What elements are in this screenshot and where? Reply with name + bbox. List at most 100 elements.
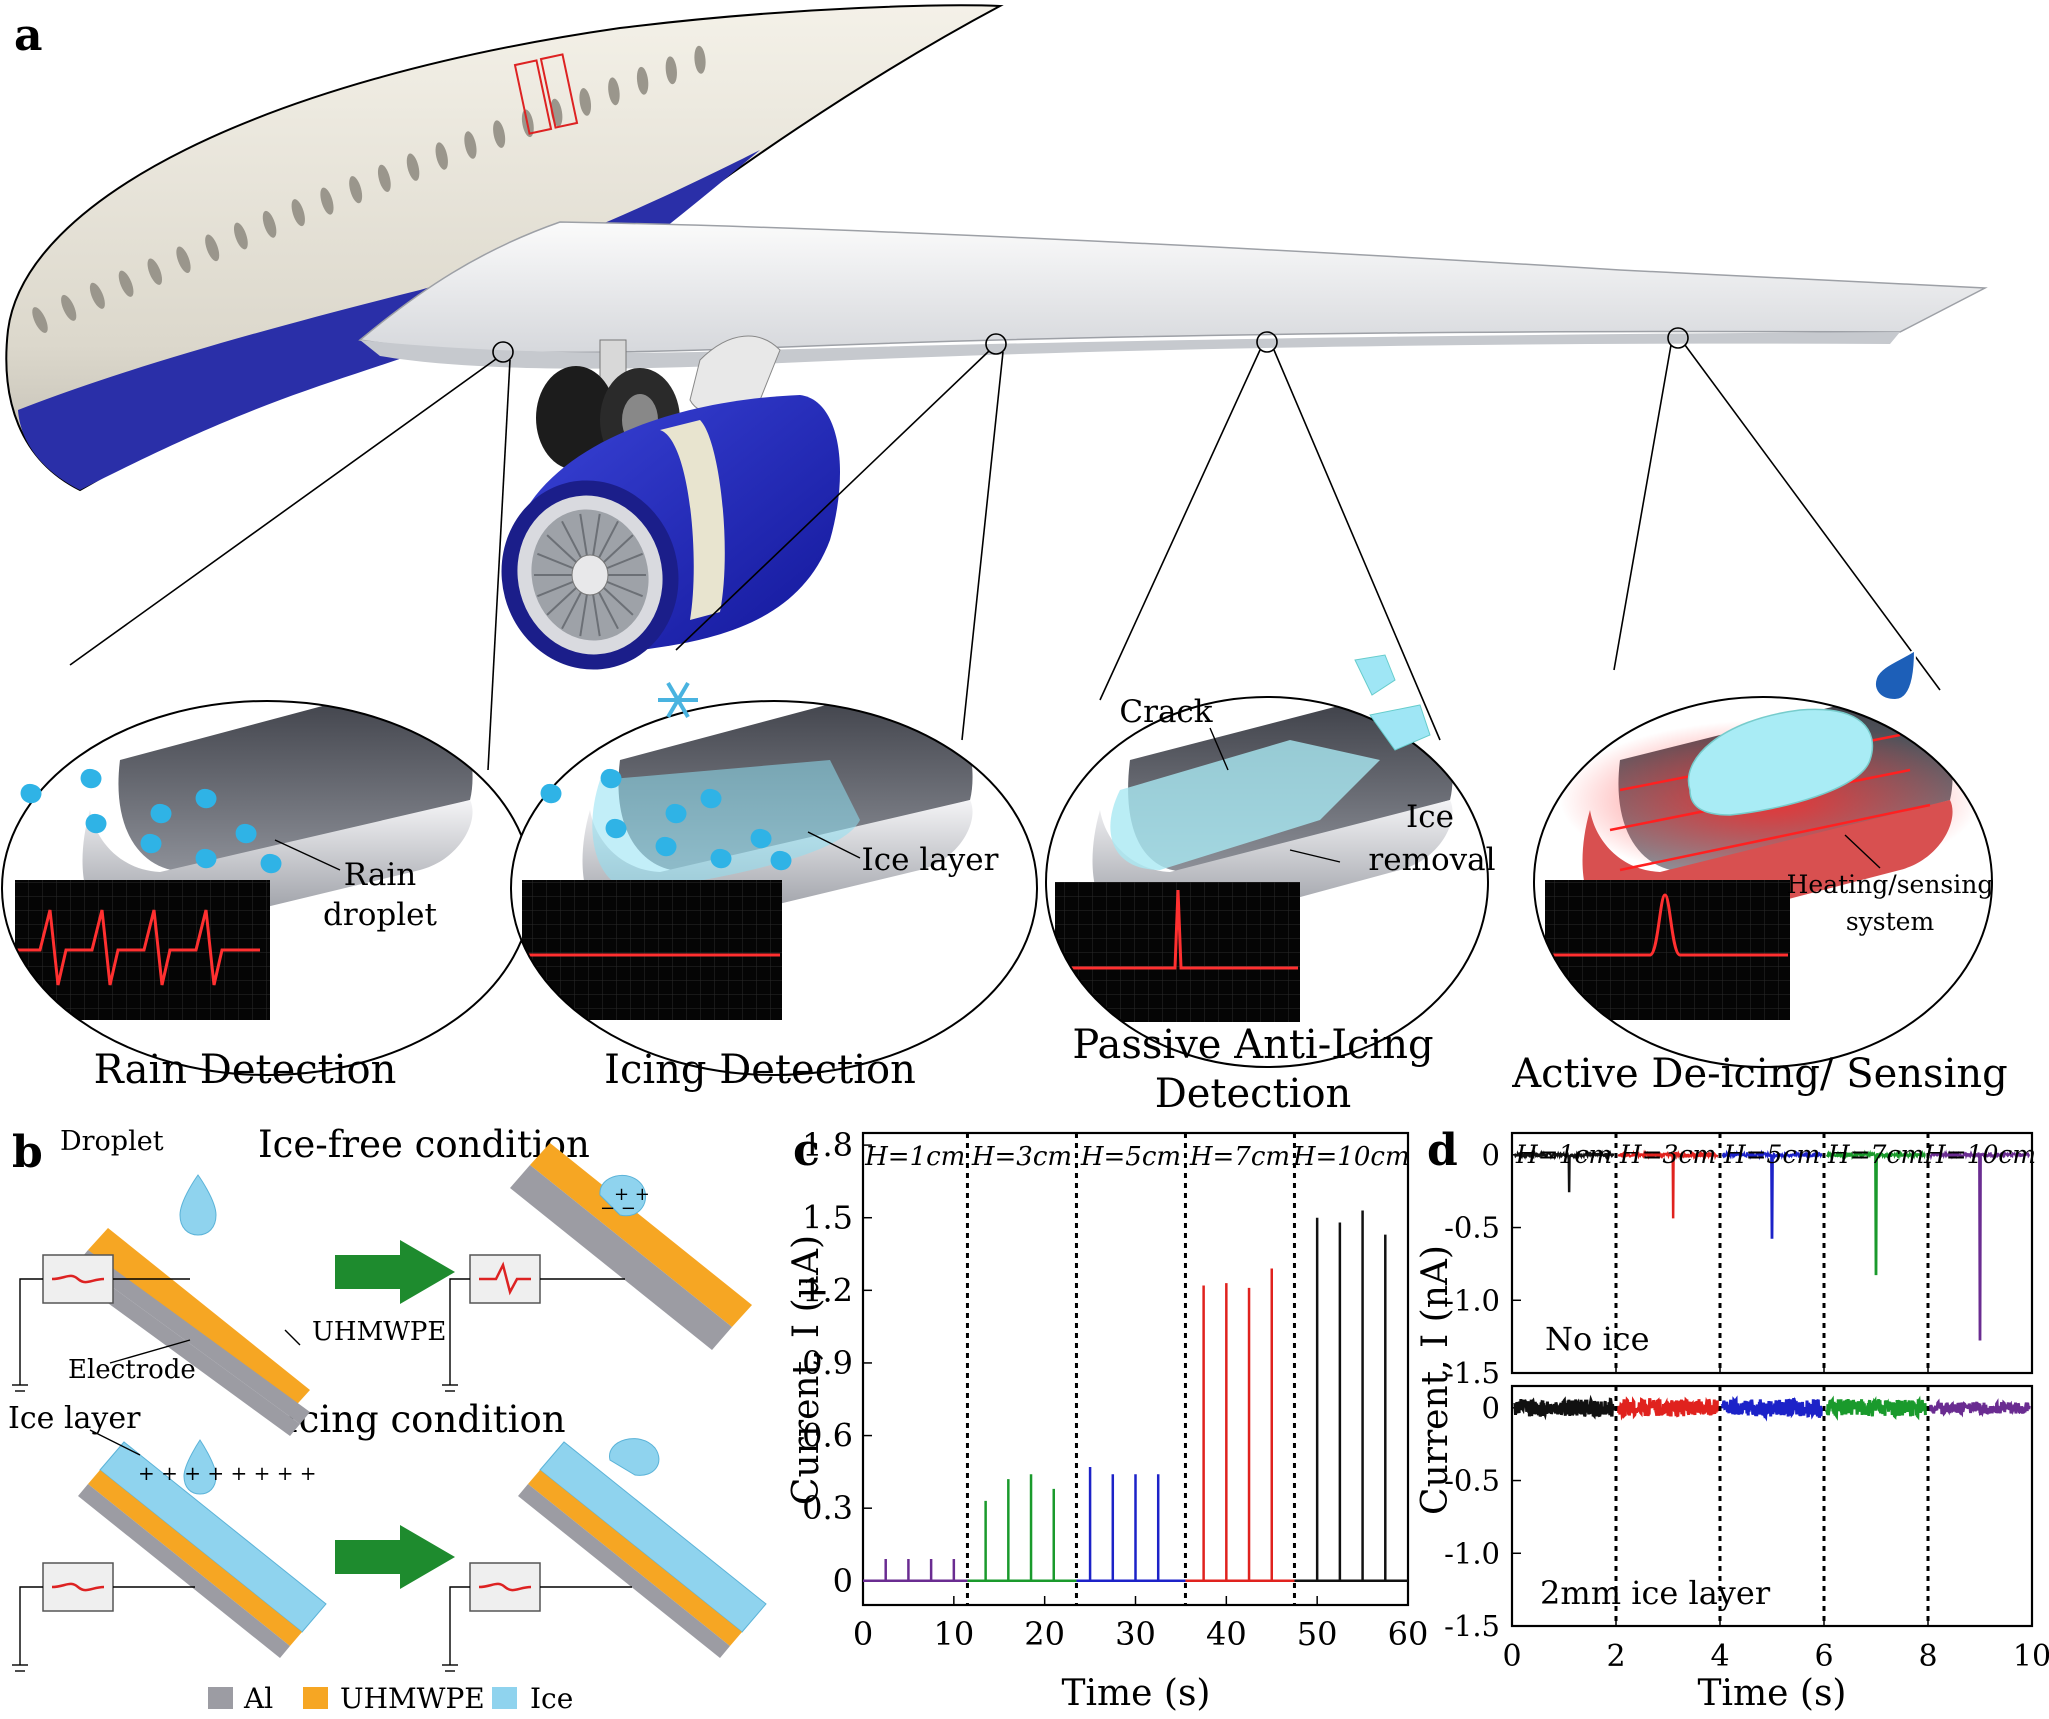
detail-box-1 xyxy=(513,59,553,135)
y-tick-label: -0.5 xyxy=(1444,1211,1500,1245)
de-icing-signal-trace xyxy=(1545,893,1788,957)
panel-d-chart: d 0 2 4 6 8 10 0 -0.5 -1.0 -1.5 H=1cm H=3cm H=5cm H=7… xyxy=(1415,1125,2049,1714)
y-tick-label: 1.8 xyxy=(802,1126,853,1164)
caption-icing-detection: Icing Detection xyxy=(604,1047,916,1093)
droplet-icon xyxy=(179,1174,217,1236)
rain-signal-trace xyxy=(15,909,260,986)
x-tick-label: 20 xyxy=(1024,1615,1065,1653)
y-tick-label: 0 xyxy=(1482,1391,1500,1425)
ice-chunk-icon xyxy=(1369,704,1431,751)
arrow-right-icon xyxy=(335,1240,455,1304)
icing-slab-before: + + + + + + + + xyxy=(78,1441,327,1658)
trace-H=7cm xyxy=(1825,1395,1927,1421)
icing-title: Icing condition xyxy=(284,1398,566,1441)
water-droplet-icon xyxy=(20,783,42,804)
trace-H=3cm xyxy=(1617,1396,1719,1421)
system-label: system xyxy=(1846,907,1935,936)
panel-a: a xyxy=(1,4,2008,1117)
series-label: H=10cm xyxy=(1923,1140,2036,1169)
series-label: H=1cm xyxy=(1515,1140,1612,1169)
y-tick-label: -1.5 xyxy=(1444,1356,1500,1390)
inset-rain-detection: Rain droplet xyxy=(1,700,533,1076)
y-tick-label: 0 xyxy=(833,1562,853,1600)
droplet-label: droplet xyxy=(323,897,437,933)
legend-label-al: Al xyxy=(243,1682,273,1715)
legend-label-ice: Ice xyxy=(530,1682,573,1715)
x-tick-label: 4 xyxy=(1710,1639,1729,1674)
water-droplet-icon xyxy=(235,823,257,844)
water-droplet-icon xyxy=(605,818,627,839)
chart-d-xlabel: Time (s) xyxy=(1698,1673,1847,1714)
caption-rain-detection: Rain Detection xyxy=(94,1047,397,1093)
chart-c-ylabel: Current, I (μA) xyxy=(786,1235,827,1505)
icing-slab-after xyxy=(518,1438,767,1658)
ice-free-slab-after: + + − − xyxy=(510,1143,752,1350)
caption-passive-line2: Detection xyxy=(1155,1071,1352,1117)
inset-4-border xyxy=(1533,696,1993,1068)
inset-icing-detection: Ice layer xyxy=(510,681,1038,1076)
x-tick-label: 30 xyxy=(1115,1615,1156,1653)
legend-swatch-uhmwpe xyxy=(303,1687,328,1709)
trace-H=5cm xyxy=(1721,1149,1823,1239)
water-droplet-icon xyxy=(195,848,217,869)
inset-active-de-icing: Heating/sensing system xyxy=(1533,648,1994,1068)
x-tick-label: 50 xyxy=(1297,1615,1338,1653)
water-droplet-icon xyxy=(195,788,217,809)
x-tick-label: 2 xyxy=(1606,1639,1625,1674)
ice-label: Ice xyxy=(1406,799,1454,835)
trace-H=7cm xyxy=(1825,1149,1926,1276)
inset-2-border xyxy=(510,700,1038,1076)
x-tick-label: 10 xyxy=(2013,1639,2049,1674)
y-tick-label: -0.5 xyxy=(1444,1464,1500,1498)
droplet-label: Droplet xyxy=(60,1126,164,1157)
x-tick-label: 0 xyxy=(1502,1639,1521,1674)
droplet-icon-icing xyxy=(183,1439,217,1495)
chart-d-ylabel: Current, I (nA) xyxy=(1415,1245,1456,1515)
series-label: H=7cm xyxy=(1189,1142,1290,1172)
water-droplet-icon xyxy=(600,768,622,789)
x-tick-label: 8 xyxy=(1918,1639,1937,1674)
x-tick-label: 0 xyxy=(853,1615,873,1653)
trace-H=3cm xyxy=(1617,1149,1719,1219)
crack-label: Crack xyxy=(1119,694,1212,730)
inset-3-border xyxy=(1045,696,1489,1068)
chart-c-xlabel: Time (s) xyxy=(1062,1673,1211,1714)
caption-passive-line1: Passive Anti-Icing xyxy=(1072,1022,1433,1068)
water-droplet-icon xyxy=(710,848,732,869)
charge-minus: − − xyxy=(600,1198,636,1219)
ice-charges: + + + + + + + + xyxy=(138,1461,317,1485)
x-tick-label: 10 xyxy=(933,1615,974,1653)
panel-b: b Droplet Ice-free condition Icing condi… xyxy=(8,1123,767,1715)
y-tick-label: 1.5 xyxy=(802,1199,853,1237)
legend-swatch-al xyxy=(208,1687,233,1709)
series-label: H=3cm xyxy=(1619,1140,1716,1169)
x-tick-label: 60 xyxy=(1388,1615,1429,1653)
water-droplet-icon xyxy=(140,833,162,854)
fuselage-windows xyxy=(32,45,706,333)
caption-active-de-icing: Active De-icing/ Sensing xyxy=(1511,1051,2007,1097)
series-label: H=7cm xyxy=(1827,1140,1924,1169)
water-droplet-icon xyxy=(770,850,792,871)
panel-b-letter: b xyxy=(12,1127,43,1178)
y-tick-label: -1.5 xyxy=(1444,1609,1500,1643)
chart-d-annotation-top: No ice xyxy=(1545,1320,1650,1358)
legend-label-uhmwpe: UHMWPE xyxy=(340,1682,485,1715)
panel-d-letter: d xyxy=(1427,1125,1458,1176)
y-tick-label: 0.3 xyxy=(802,1489,853,1527)
ground-wires xyxy=(12,1278,632,1672)
water-droplet-icon xyxy=(540,783,562,804)
y-tick-label: 0.9 xyxy=(802,1344,853,1382)
y-tick-label: -1.0 xyxy=(1444,1283,1500,1317)
heating-sensing-label: Heating/sensing xyxy=(1787,870,1994,899)
ice-free-slab-before xyxy=(68,1228,310,1436)
ice-free-title: Ice-free condition xyxy=(258,1123,590,1166)
chart-d-annotation-bottom: 2mm ice layer xyxy=(1540,1574,1771,1612)
electrode-label: Electrode xyxy=(68,1355,196,1385)
water-droplet-icon xyxy=(85,813,107,834)
callout-lines xyxy=(69,327,1941,771)
trace-H=10cm xyxy=(1929,1149,2031,1341)
detail-box-2 xyxy=(539,53,579,129)
legend-swatch-ice xyxy=(492,1687,517,1709)
trace-H=1cm xyxy=(1513,1149,1615,1193)
